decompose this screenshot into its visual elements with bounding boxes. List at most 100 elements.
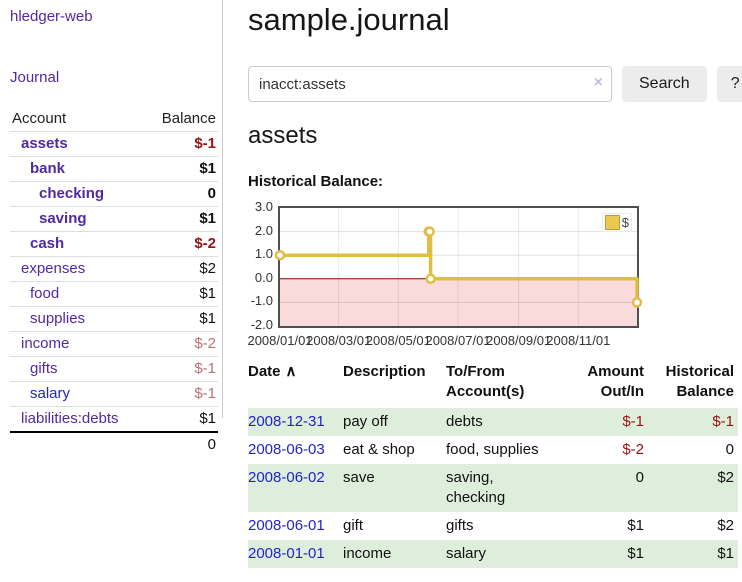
register-row: 2008-06-03 eat & shop food, supplies $-2 0 [248,436,738,464]
transaction-amount: $-2 [622,441,644,458]
sidebar-account-balance: $1 [145,206,218,232]
sidebar-account-row: cash $-2 [10,231,218,257]
legend-swatch-icon [604,215,620,230]
clear-search-icon[interactable]: × [593,74,603,91]
sidebar-item-journal[interactable]: Journal [10,69,60,86]
sidebar-accounts-table: Account Balance assets $-1 bank $1 checking 0… [10,108,218,457]
account-title: assets [248,122,318,149]
y-axis-tick-label: 2.0 [254,222,273,238]
transaction-description: eat & shop [343,441,415,458]
transaction-balance: $-1 [656,408,738,436]
sidebar-account-balance: $-1 [145,381,218,407]
search-input[interactable] [248,66,612,102]
y-axis-tick-label: -2.0 [250,317,273,332]
search-button[interactable]: Search [622,66,707,102]
register-body: 2008-12-31 pay off debts $-1 $-1 2008-06-03 ea… [248,408,738,568]
x-axis-tick-label: 2008/05/01 [365,333,431,348]
sidebar-account-balance: 0 [145,181,218,207]
transaction-balance: 0 [725,441,734,458]
sidebar-account-link[interactable]: expenses [21,260,86,277]
help-button[interactable]: ? [716,66,742,102]
chart-legend: $ [601,213,632,232]
app-brand-link[interactable]: hledger-web [10,8,93,25]
x-axis-tick-label: 2008/09/01 [486,333,552,348]
transaction-date: 2008-12-31 [248,408,343,436]
sidebar-accounts-body: assets $-1 bank $1 checking 0 saving $1 cash $-2 e… [10,131,218,432]
sidebar-account-balance: $2 [145,256,218,282]
sidebar-account-link[interactable]: bank [30,160,66,177]
sidebar-account-link[interactable]: liabilities:debts [21,410,119,427]
transaction-amount: 0 [564,464,656,512]
sidebar-account-link[interactable]: income [21,335,70,352]
transaction-date-link[interactable]: 2008-06-01 [248,517,325,534]
transaction-balance: $1 [656,540,738,568]
transaction-date-link[interactable]: 2008-06-03 [248,441,325,458]
x-axis-tick-label: 2008/07/01 [425,333,491,348]
transaction-description: income [343,540,446,568]
chart-plot: $ 3.0 2.0 1.0 0.0 -1.0 -2.0 2008/01/01 2008/03/… [247,199,643,348]
sidebar-account-balance: $-2 [145,231,218,257]
sidebar-total-balance: 0 [145,431,218,457]
column-header-accounts: To/From Account(s) [446,363,525,400]
register-row: 2008-01-01 income salary $1 $1 [248,540,738,568]
x-axis-tick-label: 2008/03/01 [306,333,372,348]
sidebar: hledger-web Journal Account Balance asse… [0,0,223,457]
transaction-date: 2008-06-03 [248,436,343,464]
sidebar-account-balance: $-1 [145,356,218,382]
column-header-balance: Historical Balance [665,363,734,400]
sidebar-account-link[interactable]: supplies [30,310,86,327]
transaction-balance: $2 [656,464,738,512]
sidebar-account-row: assets $-1 [10,131,218,157]
sidebar-account-balance: $1 [145,406,218,432]
search-input-wrap: × [248,66,612,102]
search-bar: × Search ? [248,66,742,102]
sidebar-account-row: saving $1 [10,206,218,232]
transaction-balance: $2 [717,517,734,534]
sidebar-account-link[interactable]: food [30,285,60,302]
transaction-description: save [343,464,446,512]
page-title: sample.journal [248,2,450,37]
column-header-date[interactable]: Date ∧ [248,363,297,380]
sidebar-account-row: food $1 [10,281,218,307]
transaction-date-link[interactable]: 2008-01-01 [248,545,325,562]
sidebar-account-header: Account [12,110,67,127]
transaction-date-link[interactable]: 2008-12-31 [248,413,325,430]
sidebar-account-link[interactable]: gifts [30,360,58,377]
transaction-date-link[interactable]: 2008-06-02 [248,469,325,486]
transaction-accounts: debts [446,408,564,436]
transaction-amount: $1 [564,540,656,568]
register-row: 2008-06-01 gift gifts $1 $2 [248,512,738,540]
transaction-description: gift [343,517,364,534]
register-header-row: Date ∧ Description To/From Account(s) Amo… [248,362,738,408]
sidebar-account-link[interactable]: checking [39,185,105,202]
sidebar-total-row: 0 [10,431,218,457]
legend-label: $ [621,215,629,230]
sidebar-account-balance: $1 [145,281,218,307]
main-content: sample.journal × Search ? assets Histori… [247,0,742,568]
sidebar-account-link[interactable]: saving [39,210,87,227]
transaction-accounts: gifts [446,517,474,534]
sidebar-account-balance: $1 [145,306,218,332]
sidebar-account-link[interactable]: assets [21,135,68,152]
data-point-marker [631,297,643,308]
transaction-date: 2008-06-02 [248,464,343,512]
sidebar-account-row: income $-2 [10,331,218,357]
y-axis-tick-label: 3.0 [254,199,273,214]
sidebar-account-link[interactable]: salary [30,385,71,402]
register-row: 2008-12-31 pay off debts $-1 $-1 [248,408,738,436]
sidebar-account-row: checking 0 [10,181,218,207]
y-axis-tick-label: 0.0 [254,269,273,285]
sidebar-account-balance: $-1 [145,131,218,157]
y-axis-tick-label: -1.0 [250,293,273,309]
chart-heading: Historical Balance: [248,173,384,190]
data-point-marker [274,249,286,261]
transaction-accounts: saving, checking [446,464,564,512]
sidebar-account-link[interactable]: cash [30,235,65,252]
historical-balance-chart [274,208,643,326]
sidebar-account-balance: $-2 [145,331,218,357]
sidebar-account-row: expenses $2 [10,256,218,282]
data-point-marker [425,273,436,285]
x-axis-tick-label: 2008/11/01 [546,333,611,348]
sidebar-account-row: liabilities:debts $1 [10,406,218,432]
transaction-accounts: food, supplies [446,441,539,458]
